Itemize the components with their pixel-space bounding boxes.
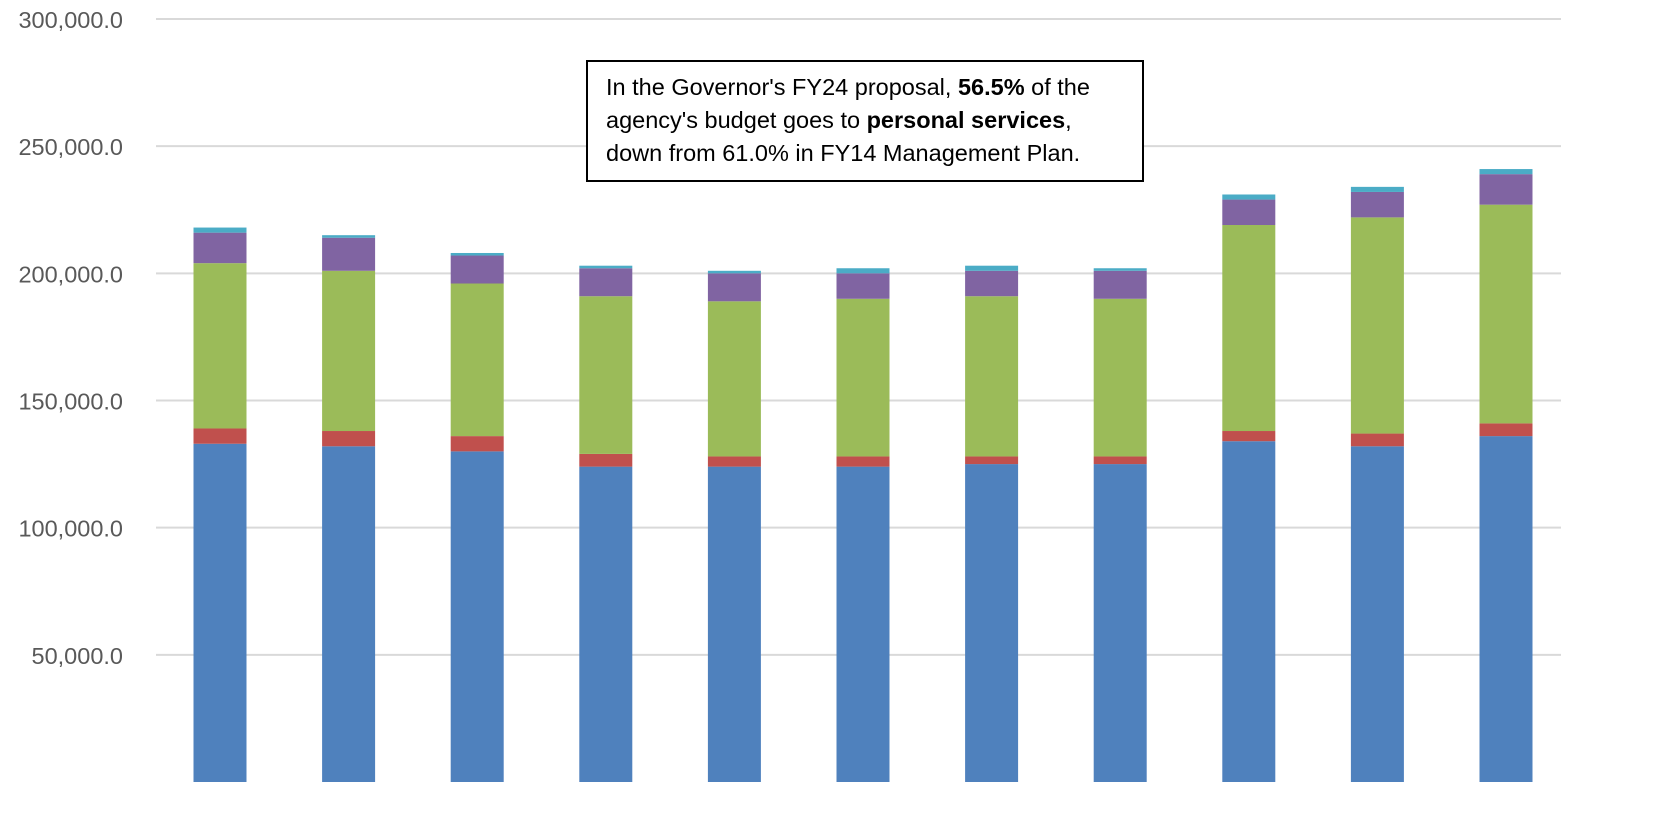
annotation-line-2-prefix: agency's budget goes to (606, 107, 867, 133)
bar-segment (322, 270, 376, 432)
bar-segment (1350, 446, 1404, 782)
y-axis-tick-labels: 50,000.0 100,000.0 150,000.0 200,000.0 250,0… (18, 7, 123, 669)
bar-segment (965, 265, 1019, 271)
bar-segment (1350, 191, 1404, 218)
bar-segment (1350, 217, 1404, 434)
bar-segment (450, 283, 504, 437)
bar-segment (1222, 225, 1276, 432)
bar-segment (836, 273, 890, 299)
bar-segment (1093, 298, 1147, 457)
bar-segment (579, 268, 633, 297)
bar-segment (1222, 199, 1276, 226)
bar-segment (1093, 464, 1147, 782)
bar-segment (450, 451, 504, 782)
bar-segment (193, 263, 247, 429)
bar-segment (579, 265, 633, 269)
bar-segment (1479, 204, 1533, 424)
bar-segment (707, 301, 761, 457)
y-tick-label: 300,000.0 (18, 7, 123, 33)
annotation-percent-highlight: 56.5% (957, 74, 1025, 100)
bar-segment (836, 298, 890, 457)
bar-segment (1093, 456, 1147, 465)
bar-segment (1479, 423, 1533, 437)
bar-segment (579, 466, 633, 782)
bar-segment (450, 252, 504, 256)
bar-segment (579, 453, 633, 467)
bar-segment (193, 428, 247, 444)
bar-segment (579, 296, 633, 454)
y-tick-label: 250,000.0 (18, 134, 123, 160)
bar-segment (1093, 270, 1147, 299)
bar-segment (965, 270, 1019, 297)
annotation-line-1-prefix: In the Governor's FY24 proposal, (606, 74, 958, 100)
y-tick-label: 150,000.0 (18, 389, 123, 415)
annotation-line-1-suffix: of the (1024, 74, 1090, 100)
bar-segment (1222, 441, 1276, 782)
bar-segment (1479, 436, 1533, 782)
bar-segment (1350, 433, 1404, 447)
bar-segment (965, 464, 1019, 782)
bar-segment (1350, 186, 1404, 192)
bar-segment (322, 431, 376, 447)
bar-segment (322, 446, 376, 782)
y-tick-label: 50,000.0 (32, 643, 123, 669)
bar-segment (836, 456, 890, 467)
bar-segment (193, 232, 247, 264)
annotation-personal-services-highlight: personal services (866, 107, 1066, 133)
bar-segment (450, 255, 504, 284)
bar-segment (836, 466, 890, 782)
annotation-line-2: agency's budget goes to personal service… (606, 104, 1124, 137)
bar-segment (1479, 174, 1533, 205)
bar-segment (1222, 194, 1276, 200)
bar-segment (707, 466, 761, 782)
bar-segment (965, 296, 1019, 457)
bar-segment (707, 456, 761, 467)
bar-segment (450, 436, 504, 452)
bar-segment (707, 270, 761, 274)
y-tick-label: 200,000.0 (18, 261, 123, 287)
annotation-box: In the Governor's FY24 proposal, 56.5% o… (586, 60, 1144, 182)
bar-segment (965, 456, 1019, 465)
bar-segment (322, 235, 376, 238)
annotation-line-2-suffix: , (1065, 107, 1072, 133)
bar-segment (322, 237, 376, 271)
bar-segment (193, 227, 247, 233)
bar-segment (1479, 169, 1533, 175)
y-tick-label: 100,000.0 (18, 516, 123, 542)
bar-segment (836, 268, 890, 274)
bar-segment (707, 273, 761, 302)
bars (193, 169, 1533, 782)
bar-segment (193, 443, 247, 782)
annotation-line-1: In the Governor's FY24 proposal, 56.5% o… (606, 71, 1124, 104)
bar-segment (1222, 431, 1276, 442)
bar-segment (1093, 268, 1147, 271)
annotation-line-3: down from 61.0% in FY14 Management Plan. (606, 140, 1081, 166)
